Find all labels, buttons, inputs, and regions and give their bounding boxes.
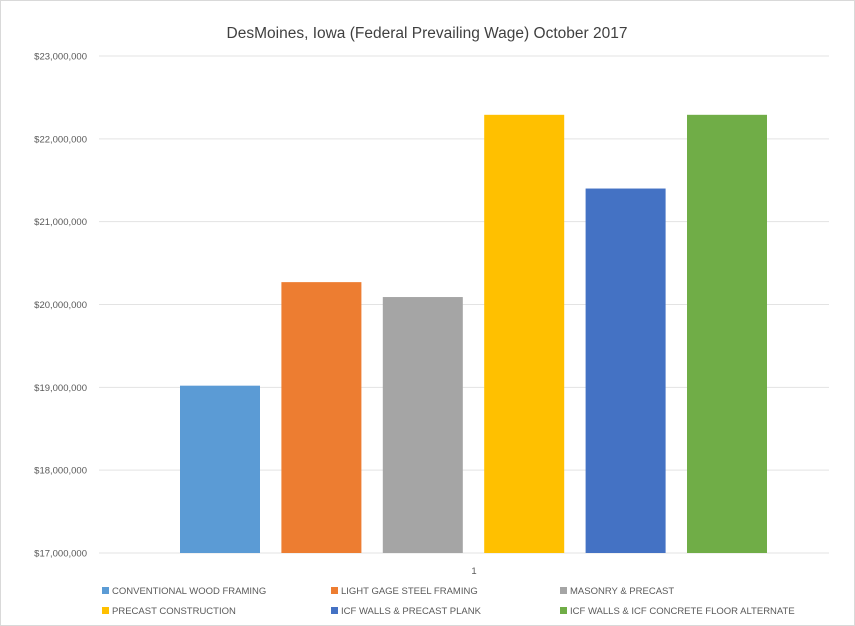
x-axis-tick-labels: 1 [471, 566, 476, 577]
y-tick-label: $22,000,000 [34, 134, 87, 145]
y-tick-label: $18,000,000 [34, 466, 87, 477]
y-tick-label: $17,000,000 [34, 549, 87, 560]
bar-5 [585, 188, 666, 554]
x-tick-label: 1 [471, 566, 476, 577]
legend-item-6: ICF WALLS & ICF CONCRETE FLOOR ALTERNATE [560, 606, 795, 617]
legend-swatch [560, 607, 567, 614]
legend-swatch [102, 607, 109, 614]
legend-label: CONVENTIONAL WOOD FRAMING [112, 586, 266, 597]
y-axis-tick-labels: $17,000,000 $18,000,000 $19,000,000 $20,000… [34, 52, 87, 560]
legend-item-4: PRECAST CONSTRUCTION [102, 606, 236, 617]
legend-label: ICF WALLS & PRECAST PLANK [341, 606, 482, 617]
legend-label: LIGHT GAGE STEEL FRAMING [341, 586, 478, 597]
bar-2 [281, 282, 362, 553]
chart-title: DesMoines, Iowa (Federal Prevailing Wage… [227, 25, 628, 42]
legend-item-5: ICF WALLS & PRECAST PLANK [331, 606, 482, 617]
legend-item-3: MASONRY & PRECAST [560, 586, 674, 597]
bar-3 [382, 297, 463, 553]
y-tick-label: $21,000,000 [34, 217, 87, 228]
bar-4 [484, 114, 565, 553]
bars [180, 114, 767, 554]
legend-label: ICF WALLS & ICF CONCRETE FLOOR ALTERNATE [570, 606, 795, 617]
legend-swatch [560, 587, 567, 594]
y-tick-label: $19,000,000 [34, 383, 87, 394]
legend-item-1: CONVENTIONAL WOOD FRAMING [102, 586, 266, 597]
legend-item-2: LIGHT GAGE STEEL FRAMING [331, 586, 478, 597]
legend-label: MASONRY & PRECAST [570, 586, 674, 597]
legend-label: PRECAST CONSTRUCTION [112, 606, 236, 617]
legend-swatch [102, 587, 109, 594]
bar-1 [180, 385, 260, 553]
y-tick-label: $20,000,000 [34, 300, 87, 311]
bar-6 [687, 114, 767, 553]
legend-swatch [331, 587, 338, 594]
y-tick-label: $23,000,000 [34, 52, 87, 63]
legend-swatch [331, 607, 338, 614]
legend: CONVENTIONAL WOOD FRAMING LIGHT GAGE STEE… [102, 586, 795, 617]
